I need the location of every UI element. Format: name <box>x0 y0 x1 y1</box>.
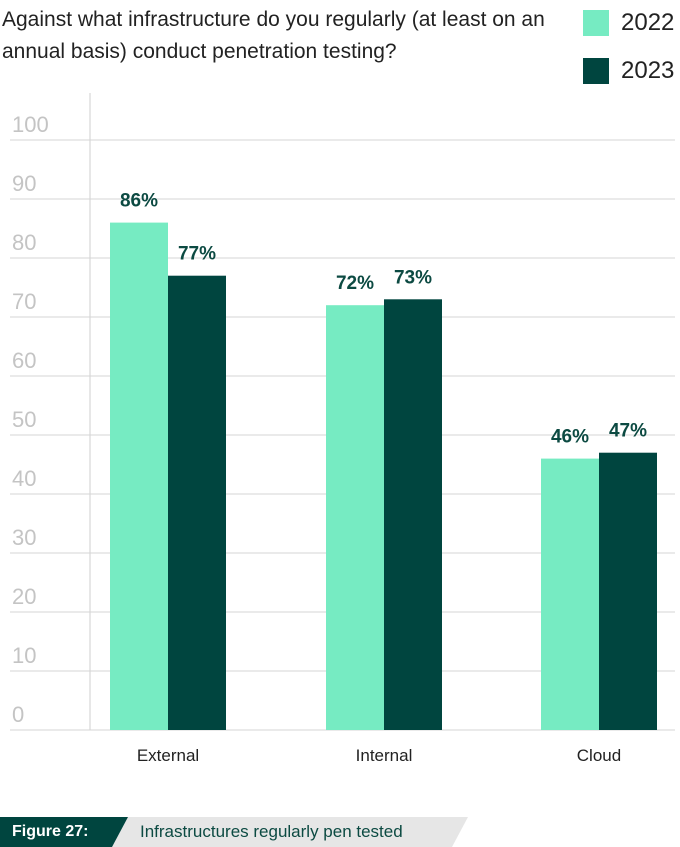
legend-label-2022: 2022 <box>621 9 675 36</box>
y-tick-label: 0 <box>12 702 24 727</box>
figure-caption: Infrastructures regularly pen tested <box>140 822 403 841</box>
chart-question: Against what infrastructure do you regul… <box>2 8 545 63</box>
figure-caption-bar <box>0 817 468 847</box>
legend-swatch-2023 <box>583 58 609 84</box>
legend-label-2023: 2023 <box>621 57 675 84</box>
legend-swatch-2022 <box>583 10 609 36</box>
data-label: 46% <box>551 427 589 448</box>
legend-item-2022: 2022 <box>583 4 674 42</box>
bar-cloud-2022 <box>541 458 599 730</box>
y-tick-label: 50 <box>12 407 36 432</box>
data-label: 77% <box>178 244 216 265</box>
data-label: 47% <box>609 421 647 442</box>
caption-label-background <box>0 817 128 847</box>
data-label: 86% <box>120 191 158 212</box>
y-tick-label: 30 <box>12 525 36 550</box>
bar-internal-2023 <box>384 299 442 730</box>
x-category-label: Internal <box>356 746 413 765</box>
x-category-label: External <box>137 746 199 765</box>
y-tick-label: 90 <box>12 171 36 196</box>
bar-external-2023 <box>168 275 226 730</box>
data-label: 73% <box>394 267 432 288</box>
y-tick-label: 100 <box>12 112 49 137</box>
bar-external-2022 <box>110 222 168 730</box>
y-tick-label: 20 <box>12 584 36 609</box>
legend-item-2023: 2023 <box>583 52 674 90</box>
bar-chart: 0 10 20 30 40 50 60 70 80 90 100 86% 77% External 72% 7… <box>10 93 675 765</box>
y-tick-label: 70 <box>12 289 36 314</box>
y-tick-label: 10 <box>12 643 36 668</box>
y-tick-label: 80 <box>12 230 36 255</box>
bar-cloud-2023 <box>599 452 657 730</box>
bar-internal-2022 <box>326 305 384 730</box>
figure-label: Figure 27: <box>12 823 89 840</box>
y-tick-label: 60 <box>12 348 36 373</box>
data-label: 72% <box>336 273 374 294</box>
x-category-label: Cloud <box>577 746 621 765</box>
chart-legend: 2022 2023 <box>583 4 674 100</box>
y-tick-label: 40 <box>12 466 36 491</box>
